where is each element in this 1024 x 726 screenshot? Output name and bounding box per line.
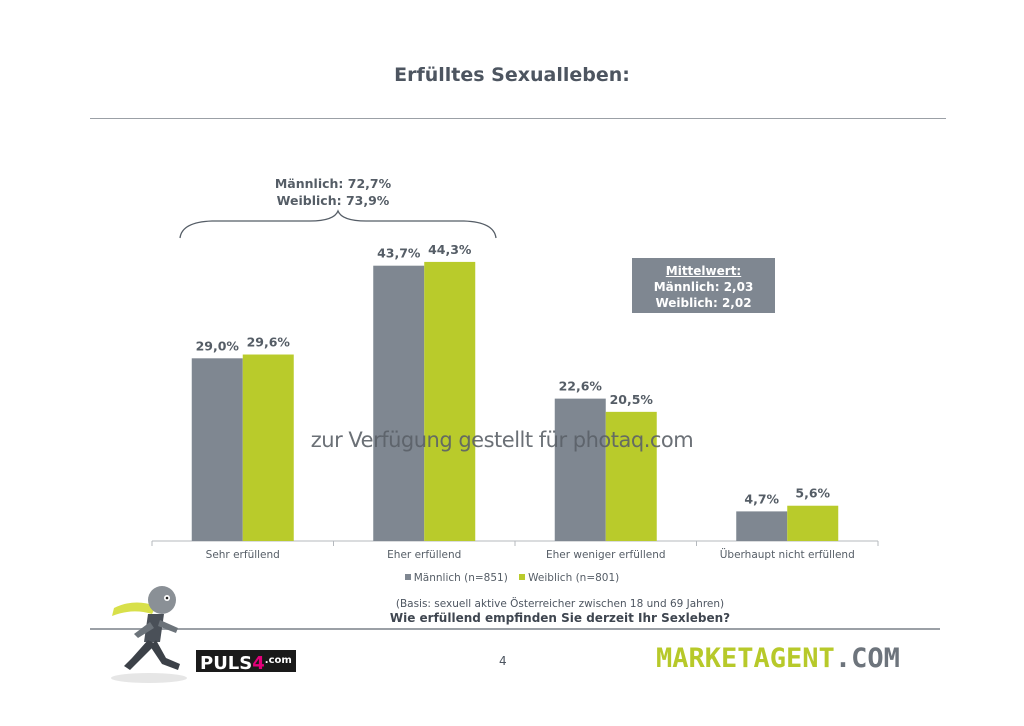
bar-male xyxy=(191,358,243,541)
mean-value-box: Mittelwert: Männlich: 2,03 Weiblich: 2,0… xyxy=(632,258,775,313)
bar-female xyxy=(605,411,657,541)
bar-male xyxy=(736,511,788,541)
mean-female: Weiblich: 2,02 xyxy=(655,296,752,310)
x-tick-label: Sehr erfüllend xyxy=(206,549,280,561)
puls4-logo: PULS4.com xyxy=(196,650,296,674)
marketagent-logo-domain: .COM xyxy=(834,643,900,674)
slide-title: Erfülltes Sexualleben: xyxy=(394,64,630,86)
mean-heading: Mittelwert: xyxy=(665,264,742,278)
mean-male: Männlich: 2,03 xyxy=(653,280,754,294)
data-label: 22,6% xyxy=(559,379,603,394)
survey-question: Wie erfüllend empfinden Sie derzeit Ihr … xyxy=(389,611,731,625)
data-label: 29,6% xyxy=(247,335,291,350)
x-tick-label: Eher erfüllend xyxy=(387,549,461,561)
bracket-female: Weiblich: 73,9% xyxy=(276,193,390,208)
marketagent-logo: MARKETAGENT.COM xyxy=(656,644,900,674)
chart-legend: Männlich (n=851) Weiblich (n=801) xyxy=(0,572,1024,584)
legend-swatch-male xyxy=(404,574,411,580)
marketagent-logo-text: MARKETAGENT xyxy=(656,643,835,674)
bracket-male: Männlich: 72,7% xyxy=(274,176,392,191)
bar-chart: 29,0% 29,6% Sehr erfüllend 43,7% 44,3% Eher e… xyxy=(151,209,879,561)
bar-female xyxy=(787,505,839,541)
data-label: 4,7% xyxy=(744,491,779,506)
puls4-logo-domain: .com xyxy=(264,655,292,666)
legend-label-male: Männlich (n=851) xyxy=(413,572,508,584)
legend-item-female: Weiblich (n=801) xyxy=(519,572,619,584)
basis-note: (Basis: sexuell aktive Österreicher zwis… xyxy=(395,598,725,610)
data-label: 20,5% xyxy=(610,392,654,407)
page-number: 4 xyxy=(499,654,507,668)
legend-label-female: Weiblich (n=801) xyxy=(528,572,620,584)
data-label: 44,3% xyxy=(428,242,472,257)
bracket-curve xyxy=(179,209,497,239)
bar-female xyxy=(242,354,294,541)
running-man-mascot xyxy=(111,586,187,683)
bracket-summary: Männlich: 72,7% Weiblich: 73,9% xyxy=(233,175,433,209)
legend-swatch-female xyxy=(519,574,526,580)
data-label: 5,6% xyxy=(795,486,830,501)
top-divider xyxy=(90,118,946,119)
puls4-logo-number: 4 xyxy=(252,653,265,674)
data-label: 29,0% xyxy=(196,338,240,353)
x-tick-label: Eher weniger erfüllend xyxy=(546,549,666,561)
bar-male xyxy=(373,265,425,541)
bottom-divider xyxy=(90,628,940,630)
bar-male xyxy=(554,398,606,541)
bar-female xyxy=(424,261,476,541)
legend-item-male: Männlich (n=851) xyxy=(404,572,508,584)
watermark: zur Verfügung gestellt für photaq.com xyxy=(310,428,694,452)
puls4-logo-text: PULS xyxy=(200,653,253,674)
data-label: 43,7% xyxy=(377,246,421,261)
x-tick-label: Überhaupt nicht erfüllend xyxy=(720,548,855,561)
